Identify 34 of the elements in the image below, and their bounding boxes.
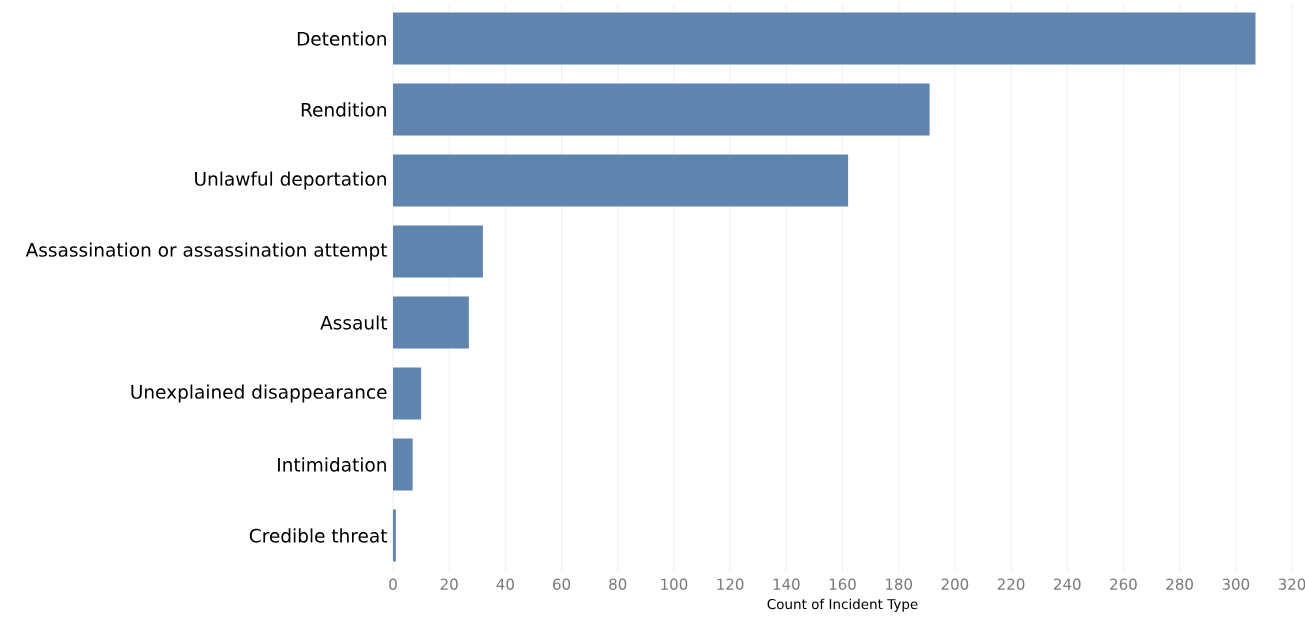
bar (393, 12, 1256, 65)
x-tick-label: 0 (389, 578, 397, 590)
x-tick-label: 320 (1278, 578, 1305, 590)
x-tick-label: 60 (553, 578, 571, 590)
x-tick-label: 160 (829, 578, 856, 590)
bar (393, 509, 396, 562)
y-tick-label: Detention (297, 31, 386, 46)
bar (393, 367, 422, 420)
y-tick-label: Unlawful deportation (195, 171, 386, 190)
x-tick-label: 220 (997, 578, 1025, 590)
y-tick-label: Intimidation (278, 457, 386, 472)
x-tick-label: 300 (1222, 578, 1250, 590)
bar (393, 438, 413, 491)
y-tick-label: Assassination or assassination attempt (25, 242, 388, 261)
bar (393, 154, 849, 207)
x-tick-label: 200 (941, 578, 969, 590)
x-tick-label: 280 (1166, 578, 1193, 590)
x-axis-title: Count of Incident Type (767, 598, 918, 612)
y-tick-label: Rendition (301, 102, 386, 117)
bar (393, 83, 930, 136)
x-tick-label: 260 (1110, 578, 1137, 590)
bar (393, 225, 483, 278)
y-tick-label: Credible threat (249, 528, 388, 543)
x-tick-label: 180 (886, 578, 912, 590)
y-tick-label: Assault (320, 315, 388, 330)
x-tick-label: 100 (661, 578, 688, 590)
y-tick-label: Unexplained disappearance (131, 384, 387, 403)
x-tick-label: 240 (1054, 578, 1081, 590)
x-tick-label: 120 (717, 578, 744, 590)
x-tick-label: 80 (609, 578, 627, 590)
x-tick-label: 40 (496, 578, 514, 590)
bar (393, 296, 469, 349)
x-tick-label: 20 (440, 578, 458, 590)
x-tick-label: 140 (773, 578, 800, 590)
